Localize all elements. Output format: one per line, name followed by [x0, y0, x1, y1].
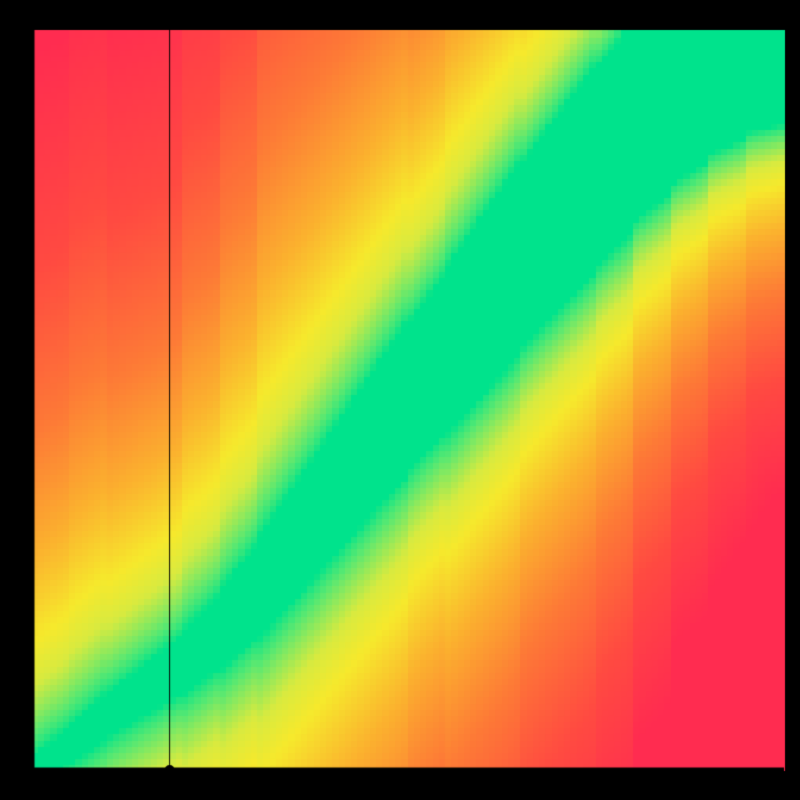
- figure-container: TheBottleneck.com: [0, 0, 800, 800]
- bottleneck-heatmap: [0, 0, 800, 800]
